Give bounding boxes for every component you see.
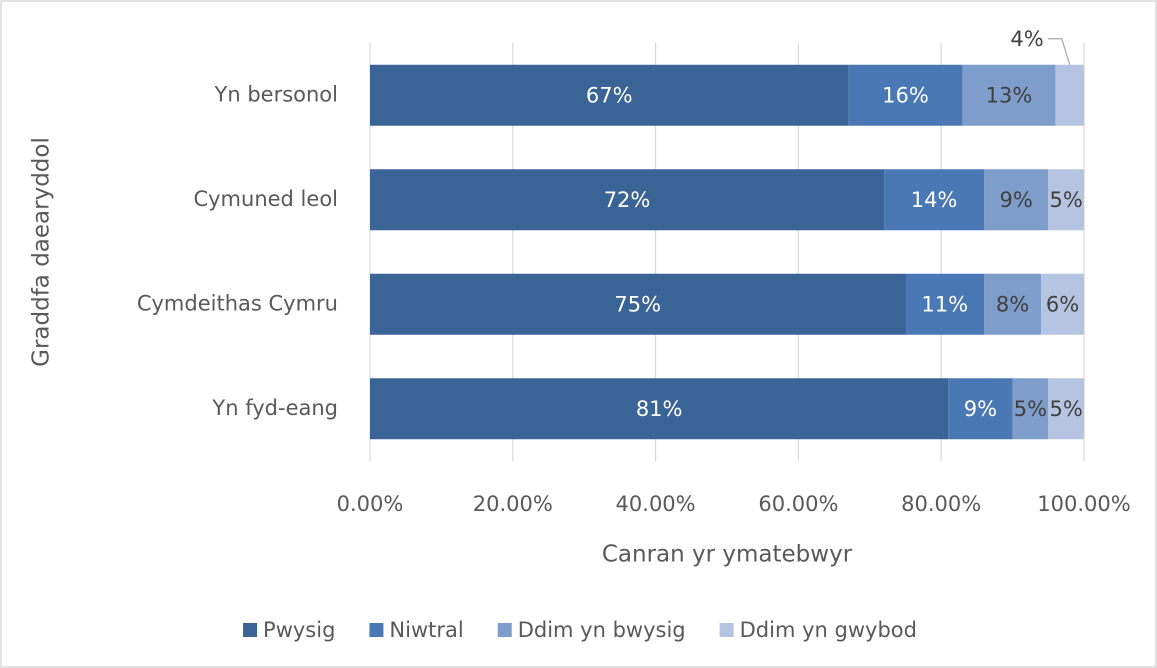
data-label: 9% bbox=[1000, 188, 1033, 212]
bar-segment bbox=[370, 378, 949, 440]
bar-segment bbox=[962, 64, 1056, 126]
bar-segment bbox=[884, 169, 985, 231]
x-tick-label: 60.00% bbox=[758, 492, 838, 516]
legend-label: Niwtral bbox=[389, 618, 463, 642]
bar-segment bbox=[1055, 64, 1084, 126]
data-label: 14% bbox=[911, 188, 958, 212]
bar-segment bbox=[984, 169, 1049, 231]
data-label: 8% bbox=[996, 292, 1029, 316]
bar-segment bbox=[370, 169, 885, 231]
x-tick-label: 0.00% bbox=[337, 492, 404, 516]
data-label: 5% bbox=[1049, 188, 1082, 212]
bar-segment bbox=[1048, 378, 1084, 440]
bar-segment bbox=[370, 273, 906, 335]
data-label: 13% bbox=[986, 83, 1033, 107]
bar-segment bbox=[370, 64, 849, 126]
legend-label: Ddim yn bwysig bbox=[518, 618, 686, 642]
x-tick-label: 80.00% bbox=[901, 492, 981, 516]
x-tick-label: 40.00% bbox=[616, 492, 696, 516]
x-tick-label: 100.00% bbox=[1037, 492, 1130, 516]
data-label: 67% bbox=[586, 83, 633, 107]
data-label: 81% bbox=[636, 397, 683, 421]
legend-label: Ddim yn gwybod bbox=[740, 618, 917, 642]
bar-segment bbox=[984, 273, 1042, 335]
data-label: 16% bbox=[882, 83, 929, 107]
legend-swatch bbox=[497, 623, 512, 637]
bar-segment bbox=[848, 64, 963, 126]
bar-segment bbox=[1048, 169, 1084, 231]
label-leader bbox=[1047, 38, 1071, 65]
data-label: 6% bbox=[1046, 292, 1079, 316]
data-label: 5% bbox=[1049, 397, 1082, 421]
x-axis-title: Canran yr ymatebwyr bbox=[602, 542, 853, 568]
data-label: 5% bbox=[1014, 397, 1047, 421]
legend-label: Pwysig bbox=[263, 618, 335, 642]
data-label: 72% bbox=[604, 188, 651, 212]
y-axis-title: Graddfa daearyddol bbox=[29, 137, 55, 367]
data-label: 4% bbox=[1010, 27, 1043, 51]
x-tick-label: 20.00% bbox=[473, 492, 553, 516]
y-tick-label: Cymdeithas Cymru bbox=[137, 291, 338, 315]
bar-segment bbox=[905, 273, 985, 335]
y-tick-label: Cymuned leol bbox=[193, 187, 338, 211]
bar-segment bbox=[1012, 378, 1049, 440]
bar-segment bbox=[1041, 273, 1084, 335]
legend-swatch bbox=[369, 623, 384, 637]
data-label: 11% bbox=[921, 292, 968, 316]
legend-swatch bbox=[719, 623, 734, 637]
data-label: 75% bbox=[614, 292, 661, 316]
y-tick-label: Yn fyd-eang bbox=[211, 396, 338, 420]
legend-swatch bbox=[243, 623, 258, 637]
data-label: 9% bbox=[964, 397, 997, 421]
y-tick-label: Yn bersonol bbox=[214, 82, 338, 106]
bar-segment bbox=[948, 378, 1013, 440]
